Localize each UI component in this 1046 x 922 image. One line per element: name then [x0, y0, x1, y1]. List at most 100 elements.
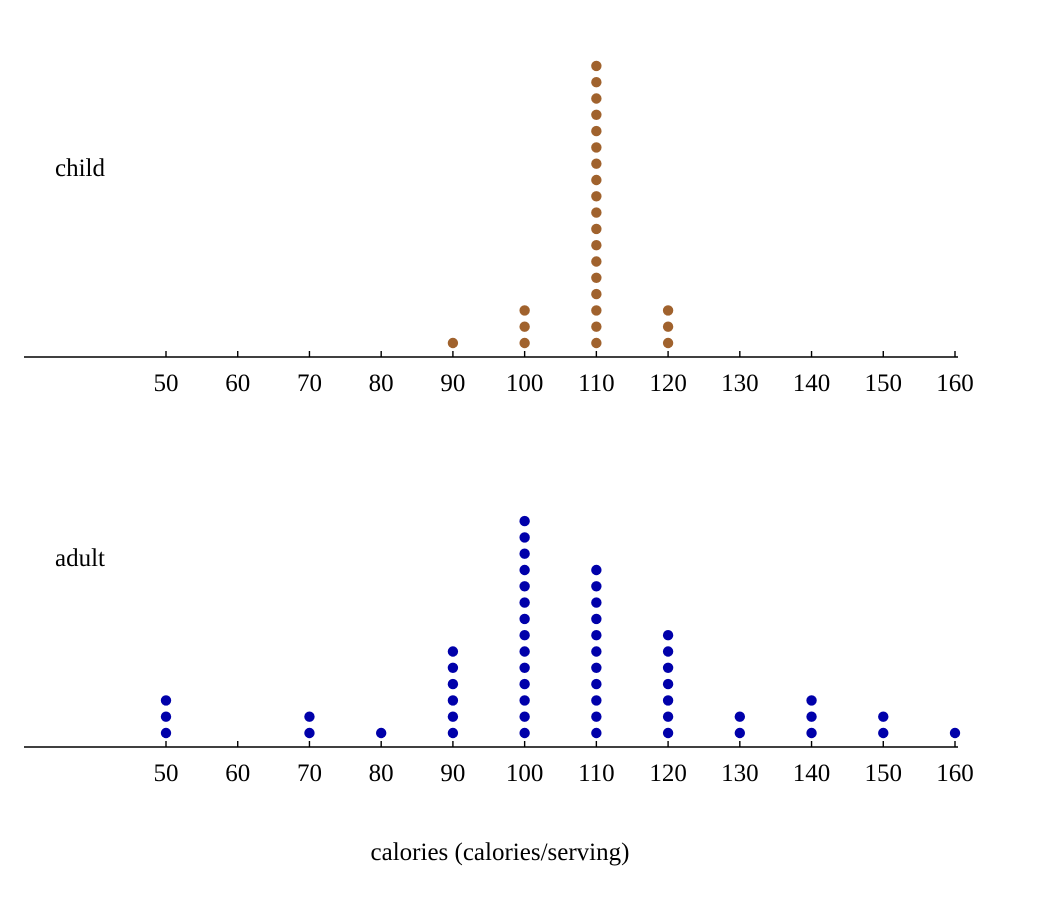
data-dot	[519, 630, 530, 641]
data-dot	[591, 109, 602, 121]
data-dot	[591, 662, 602, 673]
data-dot	[160, 727, 172, 739]
data-dot	[519, 564, 530, 576]
x-tick-label: 50	[154, 370, 179, 397]
data-dot	[662, 337, 674, 349]
data-dot	[734, 711, 746, 722]
data-dot	[447, 662, 459, 673]
data-dot	[519, 321, 530, 332]
data-dot	[591, 60, 602, 72]
data-dot	[519, 646, 530, 657]
series-label-child: child	[55, 155, 105, 182]
data-dot	[591, 125, 602, 137]
data-dot	[591, 581, 602, 592]
data-dot	[447, 695, 459, 706]
x-tick-label: 130	[721, 760, 759, 787]
x-tick-label: 60	[225, 370, 250, 397]
x-tick-label: 130	[721, 370, 759, 397]
data-dot	[591, 288, 602, 300]
data-dot	[806, 711, 817, 722]
data-dot	[519, 515, 530, 527]
x-tick-label: 120	[649, 760, 687, 787]
data-dot	[375, 727, 387, 739]
x-tick-label: 90	[440, 760, 465, 787]
data-dot	[591, 223, 602, 235]
x-tick-label: 120	[649, 370, 687, 397]
series-label-adult: adult	[55, 545, 105, 572]
data-dot	[591, 711, 602, 722]
data-dot	[949, 727, 961, 739]
data-dot	[591, 695, 602, 706]
data-dot	[662, 305, 674, 316]
data-dot	[447, 646, 459, 657]
data-dot	[519, 305, 530, 316]
data-dot	[662, 662, 674, 673]
data-dot	[160, 695, 172, 706]
data-dot	[447, 337, 459, 349]
x-tick-label: 150	[865, 760, 903, 787]
data-dot	[591, 77, 602, 88]
data-dot	[591, 727, 602, 739]
data-dot	[591, 321, 602, 332]
x-tick-label: 80	[369, 760, 394, 787]
data-dot	[662, 646, 674, 657]
x-tick-label: 160	[936, 370, 974, 397]
data-dot	[662, 727, 674, 739]
data-dot	[591, 174, 602, 186]
data-dot	[519, 337, 530, 349]
data-dot	[591, 597, 602, 608]
data-dot	[447, 711, 459, 722]
data-dot	[591, 564, 602, 576]
data-dot	[878, 727, 889, 739]
data-dot	[878, 711, 889, 722]
data-dot	[591, 191, 602, 202]
x-tick-label: 70	[297, 760, 322, 787]
data-dot	[447, 727, 459, 739]
data-dot	[662, 630, 674, 641]
x-tick-label: 90	[440, 370, 465, 397]
x-tick-label: 160	[936, 760, 974, 787]
data-dot	[519, 581, 530, 592]
data-dot	[591, 337, 602, 349]
x-axis-title: calories (calories/serving)	[371, 839, 630, 866]
data-dot	[591, 207, 602, 218]
x-tick-label: 60	[225, 760, 250, 787]
x-tick-label: 110	[578, 760, 615, 787]
data-dot	[519, 597, 530, 608]
data-dot	[662, 711, 674, 722]
data-dot	[591, 678, 602, 690]
data-dot	[591, 256, 602, 267]
x-tick-label: 100	[506, 370, 544, 397]
data-dot	[662, 678, 674, 690]
data-dot	[591, 305, 602, 316]
data-dot	[591, 630, 602, 641]
data-dot	[160, 711, 172, 722]
data-dot	[591, 93, 602, 104]
data-dot	[519, 711, 530, 722]
data-dot	[519, 662, 530, 673]
x-tick-label: 70	[297, 370, 322, 397]
data-dot	[591, 272, 602, 283]
data-dot	[662, 695, 674, 706]
data-dot	[591, 646, 602, 657]
child-panel: child 50 60 70 80 90 100 110 120 130 140 150 160	[24, 60, 974, 397]
data-dot	[519, 613, 530, 625]
x-tick-label: 100	[506, 760, 544, 787]
x-tick-label: 110	[578, 370, 615, 397]
data-dot	[304, 711, 315, 722]
adult-panel: adult 50 60 70 80 90 100 110 120 130 140 150 160	[24, 515, 974, 787]
data-dot	[447, 678, 459, 690]
x-tick-label: 140	[793, 370, 831, 397]
data-dot	[519, 532, 530, 543]
data-dot	[591, 240, 602, 251]
x-tick-label: 150	[865, 370, 903, 397]
data-dot	[519, 548, 530, 559]
data-dot	[519, 678, 530, 690]
data-dot	[519, 727, 530, 739]
data-dot	[806, 695, 817, 706]
data-dot	[806, 727, 817, 739]
x-tick-label: 80	[369, 370, 394, 397]
data-dot	[591, 613, 602, 625]
data-dot	[591, 158, 602, 169]
